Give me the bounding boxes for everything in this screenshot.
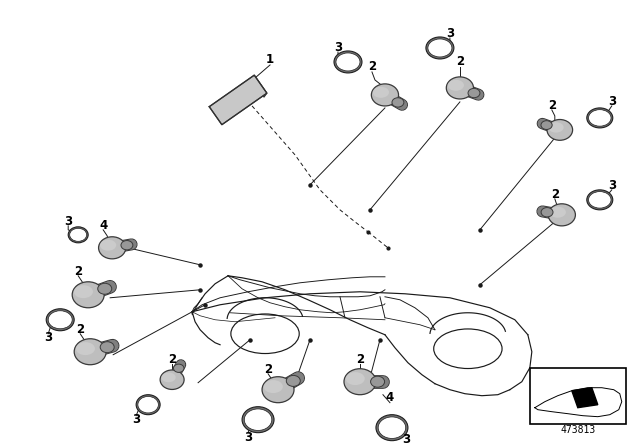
Ellipse shape [548, 122, 564, 133]
Ellipse shape [99, 237, 125, 259]
Polygon shape [252, 75, 267, 97]
Text: 473813: 473813 [560, 425, 595, 435]
Ellipse shape [468, 88, 480, 98]
Text: 2: 2 [368, 60, 376, 73]
Ellipse shape [589, 192, 611, 208]
Ellipse shape [447, 80, 464, 91]
Ellipse shape [392, 98, 404, 107]
Text: 3: 3 [334, 42, 342, 55]
Text: 3: 3 [608, 179, 616, 192]
Ellipse shape [587, 190, 612, 210]
Text: 4: 4 [386, 391, 394, 404]
Ellipse shape [72, 282, 104, 308]
Text: 3: 3 [44, 331, 52, 344]
Ellipse shape [244, 409, 272, 431]
Ellipse shape [70, 228, 86, 241]
Ellipse shape [286, 375, 300, 386]
Ellipse shape [428, 39, 452, 57]
Text: 2: 2 [548, 99, 556, 112]
Ellipse shape [426, 37, 454, 59]
Ellipse shape [587, 108, 612, 128]
Ellipse shape [376, 415, 408, 441]
Ellipse shape [344, 369, 376, 395]
Ellipse shape [46, 309, 74, 331]
Ellipse shape [547, 120, 573, 140]
Polygon shape [209, 75, 267, 125]
Text: 2: 2 [264, 363, 272, 376]
Ellipse shape [48, 311, 72, 329]
Ellipse shape [264, 380, 283, 393]
Ellipse shape [548, 204, 575, 226]
Ellipse shape [371, 376, 385, 387]
Ellipse shape [541, 207, 553, 217]
Ellipse shape [550, 207, 566, 218]
Ellipse shape [136, 395, 160, 415]
Ellipse shape [242, 407, 274, 433]
Text: 3: 3 [132, 413, 140, 426]
Ellipse shape [173, 364, 184, 372]
Ellipse shape [100, 240, 116, 251]
Ellipse shape [378, 417, 406, 439]
Text: 2: 2 [76, 323, 84, 336]
Ellipse shape [541, 121, 552, 129]
Text: 3: 3 [608, 95, 616, 108]
Text: 3: 3 [402, 433, 410, 446]
Ellipse shape [334, 51, 362, 73]
Ellipse shape [74, 285, 93, 298]
Text: 2: 2 [168, 353, 176, 366]
Ellipse shape [74, 339, 106, 365]
Ellipse shape [76, 342, 95, 355]
Text: 3: 3 [446, 27, 454, 40]
Text: 4: 4 [99, 220, 108, 233]
Ellipse shape [262, 377, 294, 403]
Text: 3: 3 [64, 215, 72, 228]
Ellipse shape [371, 84, 399, 106]
Bar [530, 368, 626, 424]
Ellipse shape [372, 87, 389, 98]
Text: 1: 1 [266, 53, 274, 66]
Text: 2: 2 [356, 353, 364, 366]
Polygon shape [572, 388, 598, 408]
Text: 3: 3 [244, 431, 252, 444]
Ellipse shape [161, 372, 176, 382]
Ellipse shape [68, 227, 88, 243]
Ellipse shape [98, 283, 112, 294]
Ellipse shape [589, 110, 611, 126]
Ellipse shape [336, 53, 360, 71]
Ellipse shape [138, 396, 158, 413]
Ellipse shape [100, 342, 114, 353]
Ellipse shape [160, 370, 184, 389]
Text: 2: 2 [551, 188, 559, 201]
Text: 2: 2 [74, 265, 83, 278]
Ellipse shape [121, 241, 133, 250]
Ellipse shape [446, 77, 474, 99]
Ellipse shape [346, 372, 365, 385]
Text: 2: 2 [456, 56, 464, 69]
